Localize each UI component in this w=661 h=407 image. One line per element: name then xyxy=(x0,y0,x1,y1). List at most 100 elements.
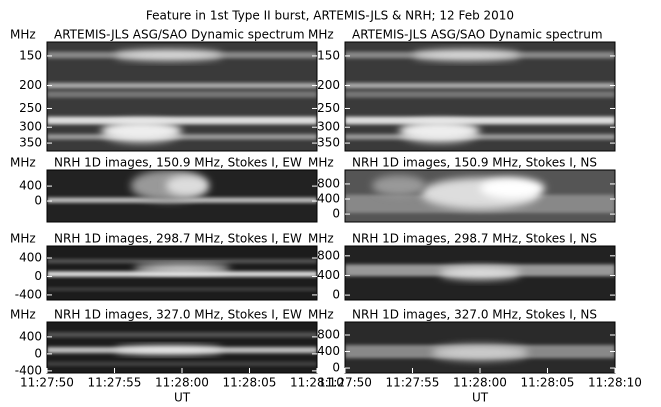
panel: MHz NRH 1D images, 150.9 MHz, Stokes I, N… xyxy=(308,156,616,223)
image-blob xyxy=(114,49,223,61)
y-tick-label: 400 xyxy=(317,192,340,206)
x-tick-label: 11:28:10 xyxy=(290,376,344,390)
y-axis-label: MHz xyxy=(10,28,36,42)
y-tick-label: 150 xyxy=(19,48,42,62)
y-tick-label: 0 xyxy=(332,207,340,221)
y-tick-label: 250 xyxy=(19,101,42,115)
image-band xyxy=(47,91,317,98)
panel-title: NRH 1D images, 150.9 MHz, Stokes I, EW xyxy=(54,156,302,170)
image-layer xyxy=(47,332,317,366)
y-tick-label: 350 xyxy=(317,136,340,150)
image-band xyxy=(47,271,317,277)
image-layer xyxy=(47,258,317,291)
image-band xyxy=(47,287,317,291)
x-axis-label: UT xyxy=(472,391,489,405)
panel: MHz ARTEMIS-JLS ASG/SAO Dynamic spectrum 1… xyxy=(308,28,616,152)
panel: MHz NRH 1D images, 327.0 MHz, Stokes I, E… xyxy=(10,308,344,405)
y-tick-label: 800 xyxy=(317,248,340,262)
x-tick-label: 11:27:55 xyxy=(386,376,440,390)
panel-frame xyxy=(344,41,616,152)
image-layer xyxy=(47,170,317,203)
image-blob xyxy=(439,266,521,280)
y-tick-label: 800 xyxy=(317,176,340,190)
y-tick-label: 350 xyxy=(19,136,42,150)
y-axis-label: MHz xyxy=(10,232,36,246)
y-tick-label: 200 xyxy=(317,78,340,92)
y-tick-label: -400 xyxy=(15,287,42,301)
y-tick-label: 400 xyxy=(19,251,42,265)
image-blob xyxy=(372,175,426,197)
y-tick-label: 0 xyxy=(34,194,42,208)
image-blob xyxy=(412,49,521,61)
y-tick-label: 300 xyxy=(19,120,42,134)
panel: MHz ARTEMIS-JLS ASG/SAO Dynamic spectrum 1… xyxy=(10,28,318,152)
image-band xyxy=(345,91,615,98)
image-blob xyxy=(101,120,182,143)
panel-frame xyxy=(344,169,616,223)
x-tick-label: 11:28:10 xyxy=(588,376,642,390)
panel-title: ARTEMIS-JLS ASG/SAO Dynamic spectrum xyxy=(54,28,305,42)
image-band xyxy=(47,258,317,264)
y-tick-label: 0 xyxy=(332,288,340,302)
image-band xyxy=(345,134,615,140)
image-layer xyxy=(345,264,615,280)
image-blob xyxy=(431,344,529,361)
image-blob xyxy=(133,264,231,273)
image-layer xyxy=(345,49,615,143)
image-band xyxy=(47,332,317,338)
y-tick-label: 0 xyxy=(332,361,340,375)
image-band xyxy=(47,134,317,140)
panel: MHz NRH 1D images, 327.0 MHz, Stokes I, N… xyxy=(308,308,642,405)
image-band xyxy=(47,116,317,125)
panel-frame xyxy=(46,41,318,152)
x-tick-label: 11:28:00 xyxy=(155,376,209,390)
x-tick-label: 11:27:50 xyxy=(20,376,74,390)
x-tick-label: 11:27:50 xyxy=(318,376,372,390)
y-tick-label: 400 xyxy=(19,329,42,343)
panel-frame xyxy=(46,245,318,301)
figure-title: Feature in 1st Type II burst, ARTEMIS-JL… xyxy=(146,9,514,23)
panel-frame xyxy=(344,245,616,301)
panel: MHz NRH 1D images, 298.7 MHz, Stokes I, N… xyxy=(308,232,616,302)
y-tick-label: 400 xyxy=(317,344,340,358)
y-tick-label: 400 xyxy=(317,268,340,282)
panel: MHz NRH 1D images, 150.9 MHz, Stokes I, E… xyxy=(10,156,318,223)
image-layer xyxy=(345,344,615,361)
image-blob xyxy=(165,175,209,197)
x-axis-label: UT xyxy=(174,391,191,405)
x-tick-label: 11:28:00 xyxy=(453,376,507,390)
y-tick-label: 250 xyxy=(317,101,340,115)
y-axis-label: MHz xyxy=(308,232,334,246)
image-layer xyxy=(47,49,317,143)
image-layer xyxy=(345,175,615,213)
image-blob xyxy=(114,345,223,355)
panel-title: ARTEMIS-JLS ASG/SAO Dynamic spectrum xyxy=(352,28,603,42)
y-tick-label: 0 xyxy=(34,269,42,283)
image-band xyxy=(345,116,615,125)
image-blob xyxy=(480,177,545,199)
y-tick-label: 300 xyxy=(317,120,340,134)
y-tick-label: 400 xyxy=(19,179,42,193)
image-band xyxy=(47,82,317,89)
panel-frame xyxy=(46,169,318,223)
panel-title: NRH 1D images, 150.9 MHz, Stokes I, NS xyxy=(352,156,597,170)
y-axis-label: MHz xyxy=(10,156,36,170)
image-blob xyxy=(399,120,480,143)
y-tick-label: 0 xyxy=(34,346,42,360)
panel-title: NRH 1D images, 298.7 MHz, Stokes I, EW xyxy=(54,232,302,246)
panel-title: NRH 1D images, 327.0 MHz, Stokes I, EW xyxy=(54,308,302,322)
image-band xyxy=(47,361,317,366)
panel: MHz NRH 1D images, 298.7 MHz, Stokes I, E… xyxy=(10,232,318,301)
x-tick-label: 11:28:05 xyxy=(223,376,277,390)
panel-title: NRH 1D images, 327.0 MHz, Stokes I, NS xyxy=(352,308,597,322)
y-axis-label: MHz xyxy=(308,308,334,322)
image-band xyxy=(345,82,615,89)
y-tick-label: 150 xyxy=(317,48,340,62)
y-tick-label: -400 xyxy=(15,363,42,377)
x-tick-label: 11:27:55 xyxy=(88,376,142,390)
y-axis-label: MHz xyxy=(308,156,334,170)
y-axis-label: MHz xyxy=(308,28,334,42)
panel-title: NRH 1D images, 298.7 MHz, Stokes I, NS xyxy=(352,232,597,246)
